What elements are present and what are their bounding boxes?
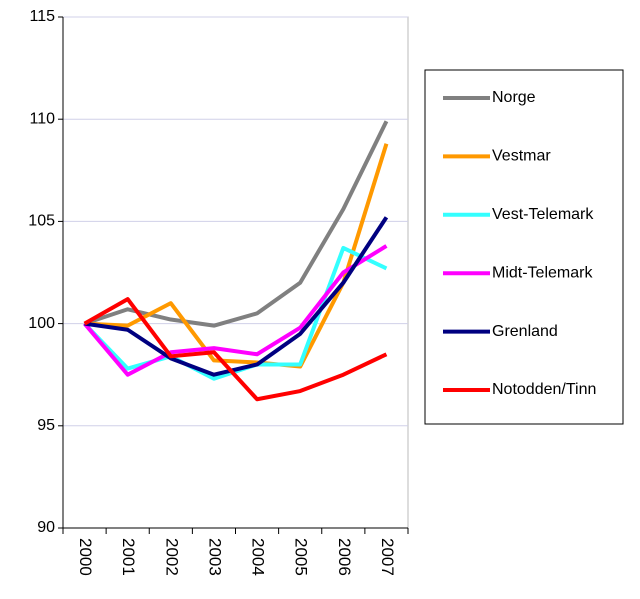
y-tick-label: 100 — [28, 315, 55, 332]
legend-label: Norge — [492, 89, 536, 106]
x-tick-label: 2000 — [76, 538, 95, 576]
legend-label: Grenland — [492, 323, 558, 340]
y-tick-label: 90 — [37, 519, 55, 536]
plot-frame — [62, 16, 409, 529]
series-line — [84, 216, 389, 377]
legend-label: Vestmar — [492, 148, 551, 165]
legend-box — [424, 69, 624, 425]
x-tick-label: 2007 — [378, 538, 397, 576]
series-line — [83, 297, 388, 402]
series-line — [84, 143, 389, 369]
y-tick-label: 110 — [29, 110, 55, 127]
x-tick-label: 2006 — [335, 538, 354, 576]
y-tick-label: 95 — [37, 417, 55, 434]
x-tick-label: 2003 — [205, 538, 224, 576]
series-line — [83, 120, 389, 328]
series-line — [83, 244, 388, 377]
x-tick-label: 2005 — [292, 538, 311, 576]
x-tick-label: 2001 — [119, 538, 138, 576]
x-tick-label: 2004 — [249, 538, 268, 576]
y-tick-label: 105 — [28, 213, 55, 230]
legend-label: Vest-Telemark — [492, 206, 594, 223]
series-line — [83, 245, 388, 381]
x-tick-label: 2002 — [162, 538, 181, 576]
y-tick-label: 115 — [29, 8, 55, 25]
legend-label: Notodden/Tinn — [492, 381, 596, 398]
legend-label: Midt-Telemark — [492, 264, 593, 281]
